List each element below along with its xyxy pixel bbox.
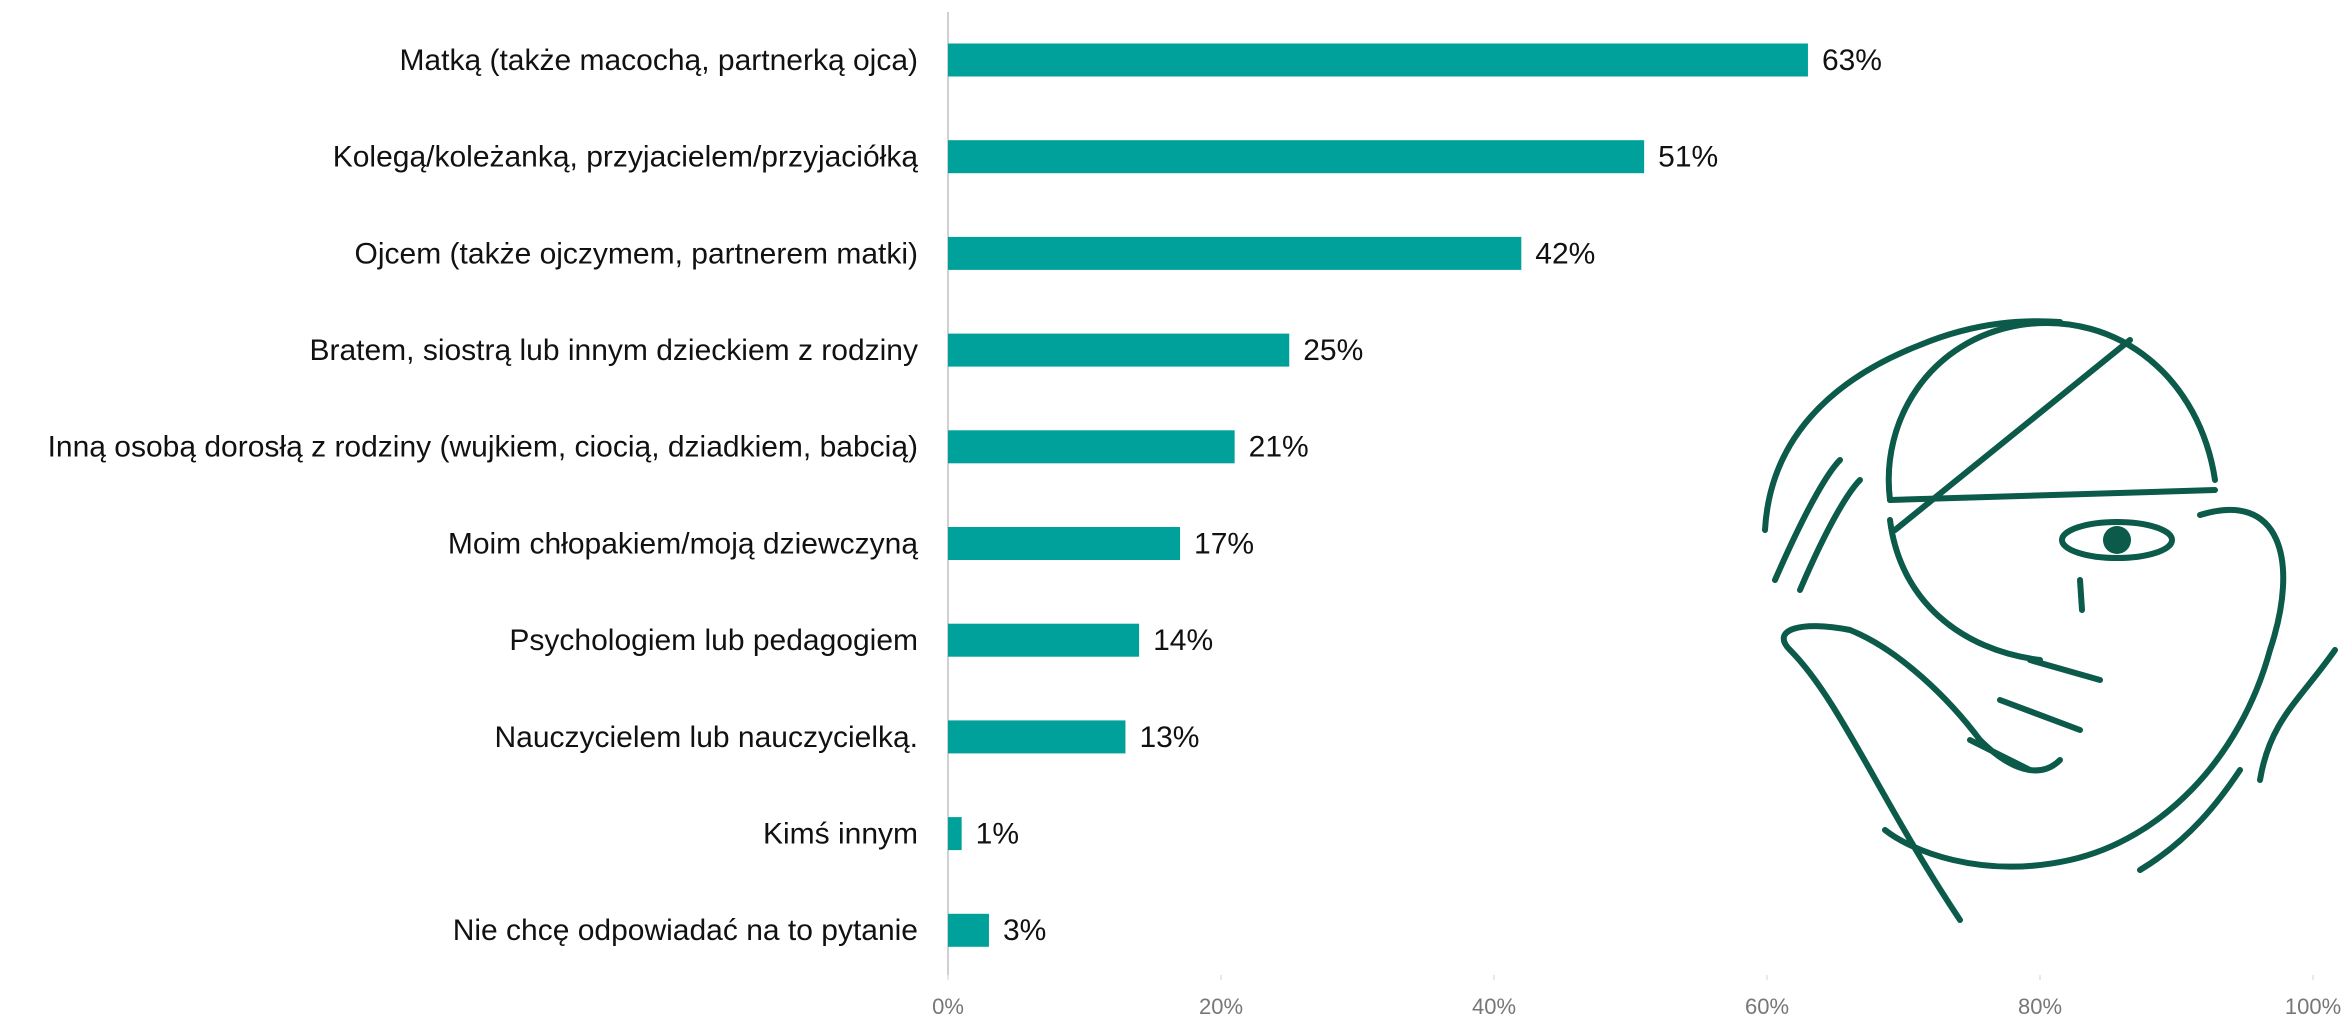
value-label: 51% [1658, 141, 1718, 174]
value-label: 13% [1139, 721, 1199, 754]
right-hand [1882, 506, 2338, 873]
category-label: Psychologiem lub pedagogiem [509, 624, 918, 657]
x-tick-label: 0% [932, 994, 964, 1019]
bar [948, 817, 962, 851]
category-label: Bratem, siostrą lub innym dzieckiem z ro… [309, 334, 918, 367]
bar [948, 527, 1181, 560]
bar [948, 236, 1522, 270]
x-tick-label: 100% [2285, 994, 2341, 1019]
headband [1887, 487, 2218, 503]
tear [2077, 577, 2085, 613]
head [1885, 320, 2218, 503]
value-label: 63% [1822, 44, 1882, 77]
category-label: Ojcem (także ojczymem, partnerem matki) [355, 237, 918, 270]
category-label: Moim chłopakiem/moją dziewczyną [448, 527, 918, 560]
left-hand [1762, 318, 2063, 593]
bar [948, 333, 1290, 367]
value-label: 17% [1194, 527, 1254, 560]
x-tick-label: 20% [1199, 994, 1243, 1019]
eye [2059, 519, 2175, 561]
bar [948, 913, 989, 947]
illustration [1762, 318, 2338, 923]
bar [948, 43, 1808, 77]
band [1892, 337, 2133, 533]
lower-hand [1780, 623, 2103, 923]
pupil [2103, 526, 2131, 554]
value-label: 42% [1535, 237, 1595, 270]
category-label: Matką (także macochą, partnerką ojca) [399, 44, 918, 77]
x-tick-label: 60% [1745, 994, 1789, 1019]
value-label: 3% [1003, 914, 1046, 947]
category-label: Kimś innym [763, 818, 918, 851]
category-label: Kolegą/koleżanką, przyjacielem/przyjació… [333, 141, 919, 174]
value-label: 1% [976, 818, 1019, 851]
value-label: 25% [1303, 334, 1363, 367]
face [1887, 517, 2043, 663]
value-label: 14% [1153, 624, 1213, 657]
value-label: 21% [1249, 431, 1309, 464]
bar [948, 623, 1140, 657]
x-tick-label: 40% [1472, 994, 1516, 1019]
bar [948, 720, 1126, 754]
category-label: Nie chcę odpowiadać na to pytanie [453, 914, 918, 947]
category-label: Inną osobą dorosłą z rodziny (wujkiem, c… [48, 431, 918, 464]
bar [948, 430, 1235, 464]
category-label: Nauczycielem lub nauczycielką. [494, 721, 918, 754]
x-tick-label: 80% [2018, 994, 2062, 1019]
bar [948, 140, 1645, 174]
